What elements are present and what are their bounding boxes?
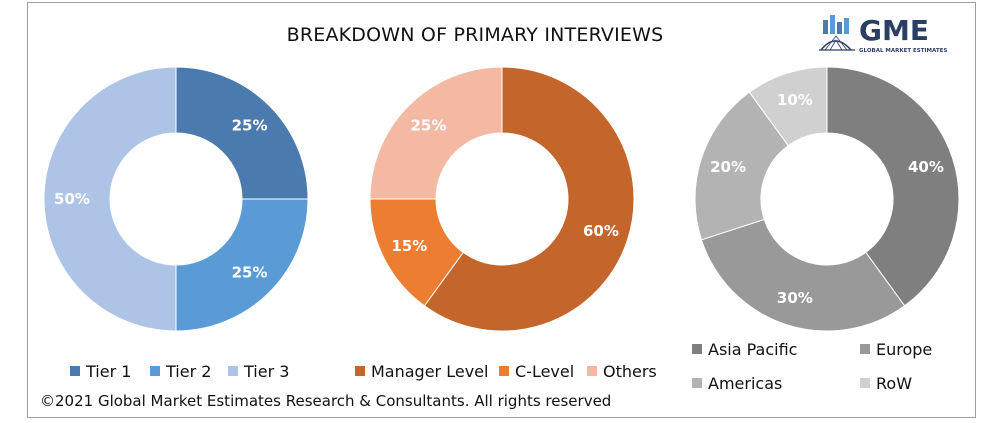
- legend-item-manager-level: Manager Level: [355, 362, 488, 381]
- slice-tier-2: [175, 198, 309, 332]
- legend-label: Americas: [708, 374, 782, 393]
- legend-label: Europe: [876, 340, 932, 359]
- legend-swatch: [587, 366, 597, 376]
- legend-item-tier-3: Tier 3: [228, 362, 289, 381]
- legend-label: Tier 3: [243, 362, 289, 381]
- legend-label: RoW: [876, 374, 912, 393]
- slice-tier-3: [43, 66, 177, 332]
- legend-swatch: [355, 366, 365, 376]
- legend-swatch: [692, 378, 702, 388]
- slice-manager-level: [423, 66, 635, 332]
- chart-title: BREAKDOWN OF PRIMARY INTERVIEWS: [286, 24, 664, 46]
- legend-swatch: [228, 366, 238, 376]
- legend-swatch: [150, 366, 160, 376]
- legend-label: Asia Pacific: [708, 340, 797, 359]
- legend-item-row: RoW: [860, 374, 912, 393]
- legend-swatch: [70, 366, 80, 376]
- legend-item-tier-2: Tier 2: [150, 362, 211, 381]
- data-label-europe: 30%: [777, 289, 813, 307]
- data-label-others: 25%: [411, 116, 447, 134]
- legend-item-others: Others: [587, 362, 657, 381]
- legend-label: Manager Level: [371, 362, 488, 381]
- slice-others: [369, 66, 503, 200]
- slice-asia-pacific: [826, 66, 960, 307]
- legend-swatch: [692, 344, 702, 354]
- data-label-tier-1: 25%: [232, 116, 268, 134]
- globe-icon: [819, 15, 855, 51]
- data-label-tier-2: 25%: [232, 264, 268, 282]
- legend-label: Tier 2: [165, 362, 211, 381]
- logo-subtext: GLOBAL MARKET ESTIMATES: [859, 48, 947, 54]
- legend-item-europe: Europe: [860, 340, 932, 359]
- legend-label: Tier 1: [85, 362, 131, 381]
- legend-item-americas: Americas: [692, 374, 782, 393]
- slice-tier-1: [175, 66, 309, 200]
- data-label-americas: 20%: [710, 158, 746, 176]
- data-label-row: 10%: [777, 91, 813, 109]
- legend-item-c-level: C-Level: [499, 362, 574, 381]
- legend-item-asia-pacific: Asia Pacific: [692, 340, 797, 359]
- data-label-c-level: 15%: [391, 237, 427, 255]
- slice-europe: [700, 218, 906, 332]
- data-label-asia-pacific: 40%: [908, 158, 944, 176]
- slice-americas: [694, 91, 789, 241]
- slice-row: [748, 66, 828, 147]
- legend-swatch: [860, 378, 870, 388]
- logo-text: GME: [859, 14, 929, 47]
- copyright-footer: ©2021 Global Market Estimates Research &…: [40, 392, 612, 410]
- data-label-manager-level: 60%: [583, 222, 619, 240]
- gme-logo: GME GLOBAL MARKET ESTIMATES: [819, 14, 947, 54]
- legend-swatch: [860, 344, 870, 354]
- legend-label: Others: [603, 362, 657, 381]
- data-label-tier-3: 50%: [54, 190, 90, 208]
- legend-label: C-Level: [515, 362, 574, 381]
- legend-item-tier-1: Tier 1: [70, 362, 131, 381]
- legend-swatch: [499, 366, 509, 376]
